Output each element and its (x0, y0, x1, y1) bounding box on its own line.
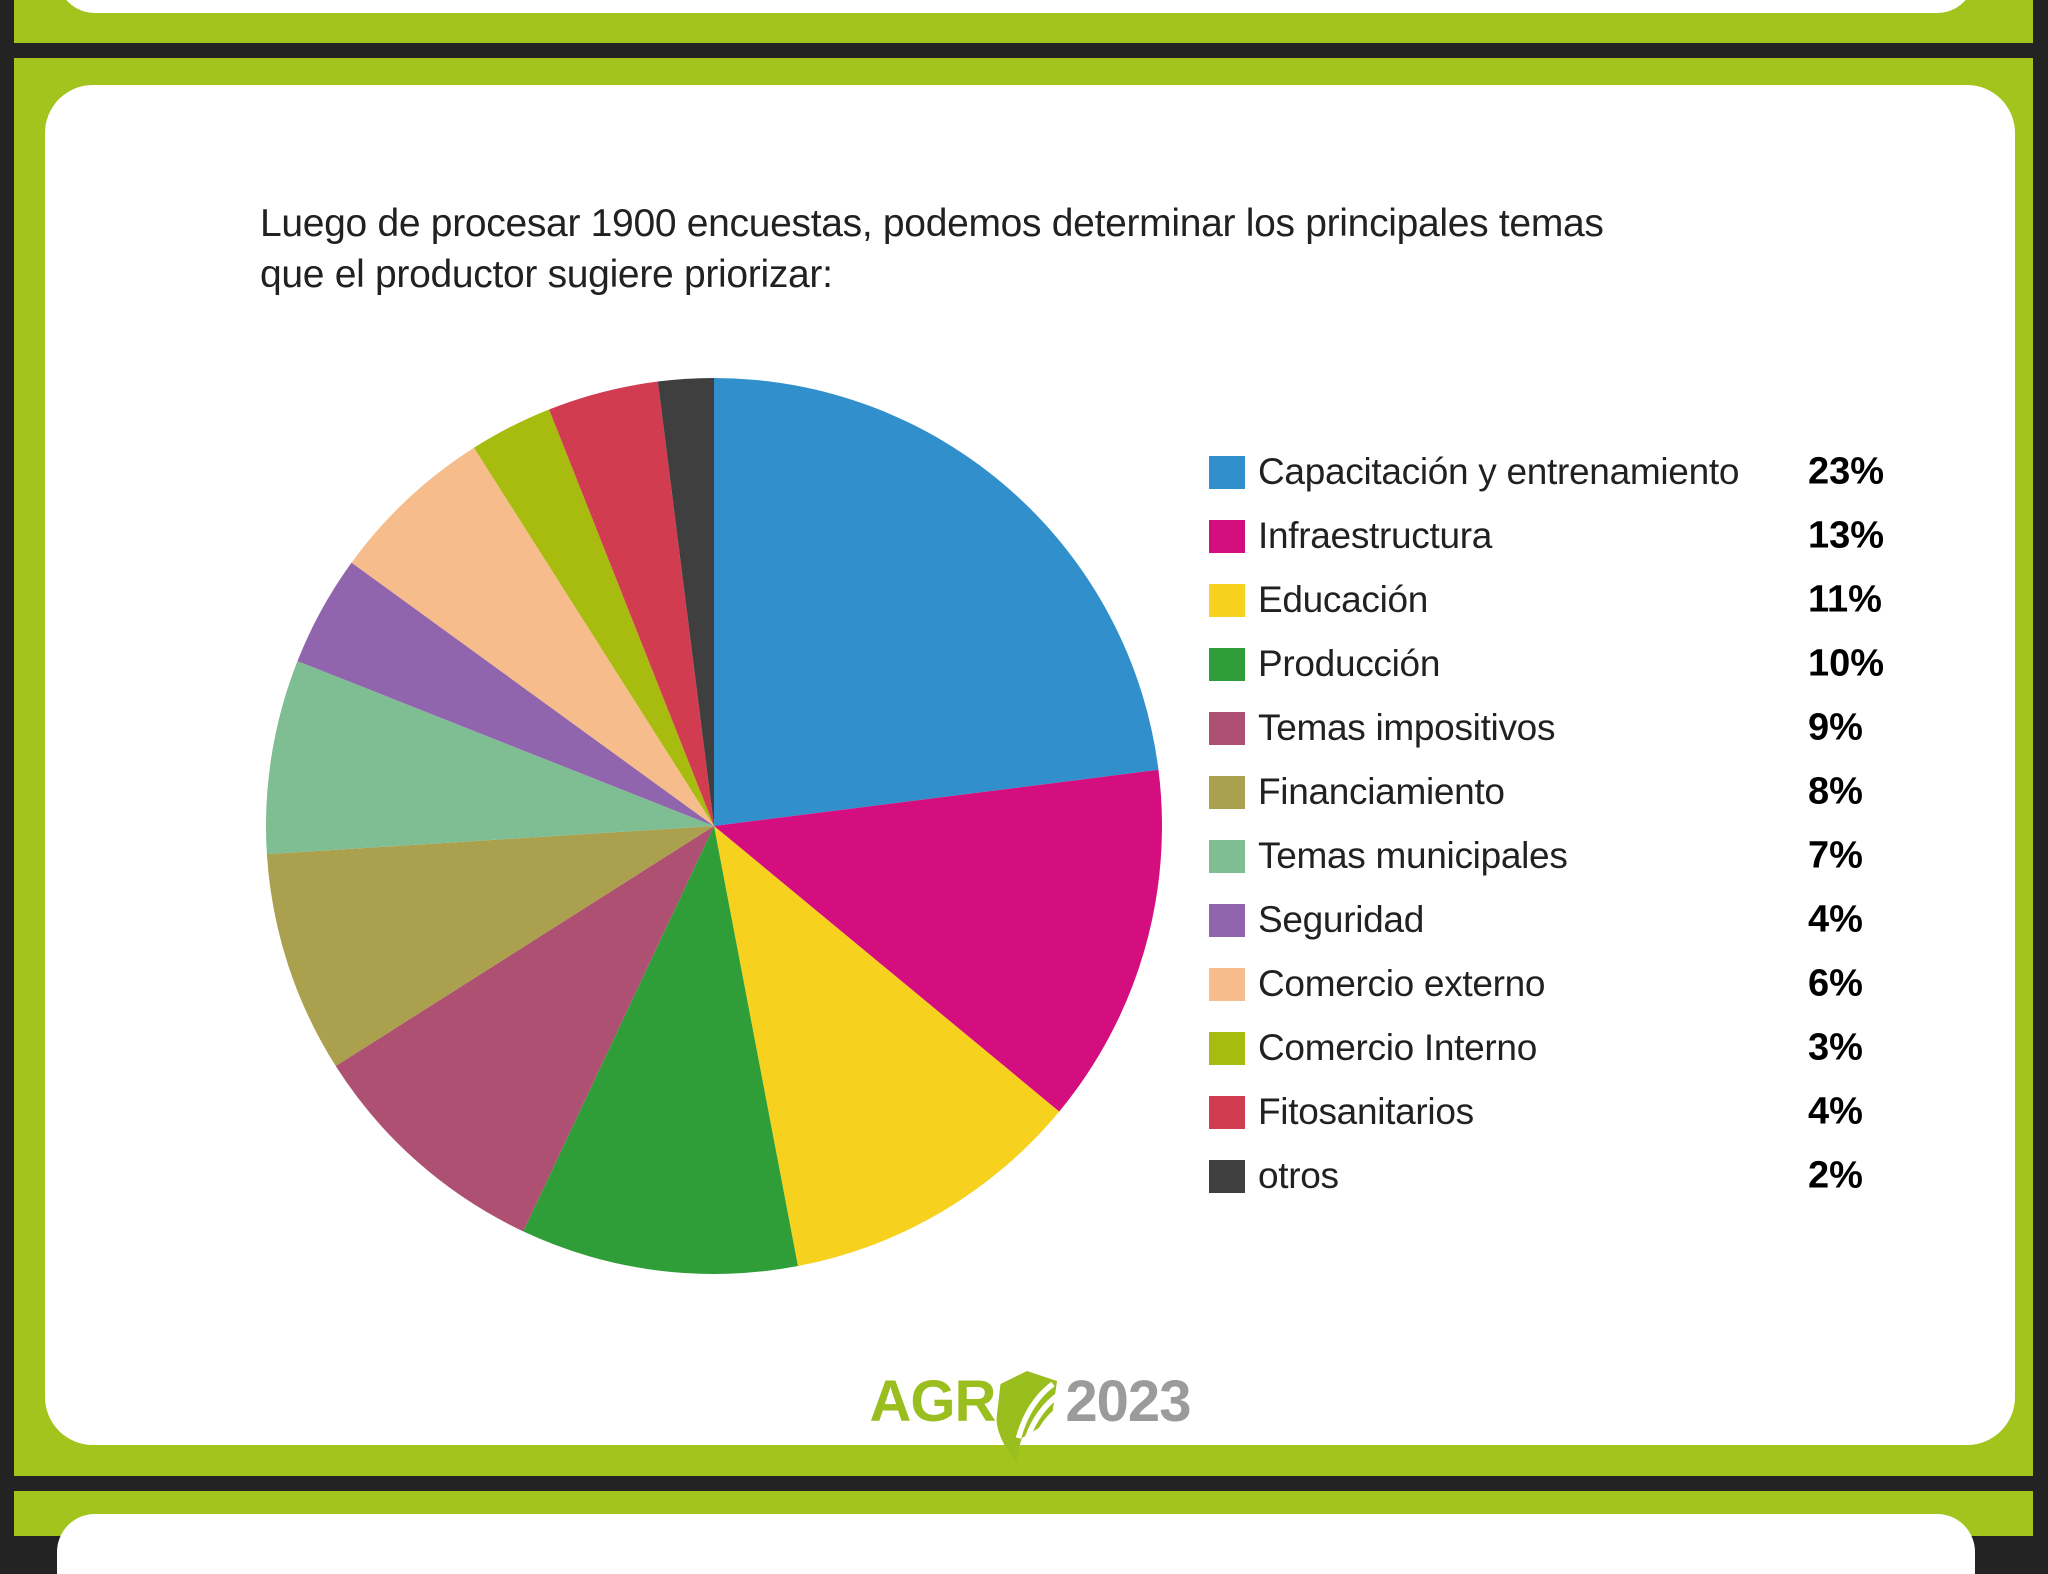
legend-label: Capacitación y entrenamiento (1258, 451, 1740, 492)
pie-slice-educacion (714, 826, 1060, 1267)
legend-label: otros (1258, 1155, 1339, 1196)
legend-row-financiamiento: Financiamiento 8% (1209, 760, 2009, 824)
legend-label: Temas municipales (1258, 835, 1568, 876)
legend-row-comercio-externo: Comercio externo 6% (1209, 952, 2009, 1016)
legend-swatch-temas-impositivos (1209, 711, 1245, 745)
slide-card: Luego de procesar 1900 encuestas, podemo… (45, 85, 2015, 1462)
pie-slice-seguridad (297, 562, 714, 826)
legend-value: 3% (1808, 1026, 1863, 1069)
legend-swatch-seguridad (1209, 903, 1245, 937)
legend-row-capacitacion-y-entrenamiento: Capacitación y entrenamiento 23% (1209, 440, 2009, 504)
legend-row-seguridad: Seguridad 4% (1209, 888, 2009, 952)
pie-slice-infraestructura (714, 769, 1163, 1112)
legend-value: 2% (1808, 1154, 1863, 1197)
legend-value: 9% (1808, 706, 1863, 749)
legend-row-educacion: Educación 11% (1209, 568, 2009, 632)
pie-slice-comercio-interno (473, 409, 714, 826)
legend-value: 7% (1808, 834, 1863, 877)
legend-swatch-capacitacion-y-entrenamiento (1209, 455, 1245, 489)
legend-row-infraestructura: Infraestructura 13% (1209, 504, 2009, 568)
separator-band-top (0, 43, 2048, 58)
legend-label: Comercio Interno (1258, 1027, 1537, 1068)
legend-value: 11% (1808, 578, 1882, 621)
legend-value: 13% (1808, 514, 1885, 557)
legend-value: 6% (1808, 962, 1863, 1005)
legend-label: Producción (1258, 643, 1441, 684)
legend: Capacitación y entrenamiento 23% Infraestr… (1209, 440, 2009, 1208)
pie-slice-produccion (523, 826, 798, 1274)
logo-text-2023: 2023 (1065, 1369, 1191, 1434)
pie-chart-area (265, 378, 1163, 1274)
legend-swatch-financiamiento (1209, 775, 1245, 809)
pie-slice-fitosanitarios (549, 381, 714, 826)
title-line-1: Luego de procesar 1900 encuestas, podemo… (260, 202, 1604, 245)
pie-slice-temas-impositivos (335, 826, 714, 1232)
legend-swatch-comercio-interno (1209, 1031, 1245, 1065)
logo-field-furrows-icon (996, 1371, 1061, 1462)
slide-title: Luego de procesar 1900 encuestas, podemo… (260, 198, 1604, 300)
legend-label: Infraestructura (1258, 515, 1493, 556)
pie-slice-financiamiento (266, 826, 714, 1067)
agro-2023-logo: AGR 2023 (45, 1337, 2015, 1467)
legend-swatch-fitosanitarios (1209, 1095, 1245, 1129)
pie-slice-capacitacion-y-entrenamiento (714, 378, 1159, 826)
pie-slice-otros (657, 378, 714, 826)
legend-label: Seguridad (1258, 899, 1424, 940)
previous-slide-edge (57, 0, 1975, 13)
pie-chart (265, 378, 1163, 1274)
legend-swatch-otros (1209, 1159, 1245, 1193)
legend-swatch-infraestructura (1209, 519, 1245, 553)
legend-label: Comercio externo (1258, 963, 1546, 1004)
legend-value: 10% (1808, 642, 1885, 685)
next-slide-edge (57, 1514, 1975, 1574)
legend-row-fitosanitarios: Fitosanitarios 4% (1209, 1080, 2009, 1144)
legend-value: 23% (1808, 450, 1885, 493)
legend-value: 8% (1808, 770, 1863, 813)
legend-row-otros: otros 2% (1209, 1144, 2009, 1208)
legend-value: 4% (1808, 898, 1863, 941)
pie-slice-comercio-externo (351, 447, 714, 826)
legend-row-comercio-interno: Comercio Interno 3% (1209, 1016, 2009, 1080)
logo-text-agro: AGR (869, 1369, 997, 1434)
pie-slice-temas-municipales (265, 661, 714, 855)
title-line-2: que el productor sugiere priorizar: (260, 253, 833, 296)
legend-value: 4% (1808, 1090, 1863, 1133)
separator-band-bottom (0, 1476, 2048, 1491)
legend-label: Temas impositivos (1258, 707, 1556, 748)
legend-row-temas-municipales: Temas municipales 7% (1209, 824, 2009, 888)
legend-row-temas-impositivos: Temas impositivos 9% (1209, 696, 2009, 760)
legend-label: Financiamiento (1258, 771, 1505, 812)
legend-swatch-temas-municipales (1209, 839, 1245, 873)
legend-label: Fitosanitarios (1258, 1091, 1474, 1132)
legend-row-produccion: Producción 10% (1209, 632, 2009, 696)
legend-swatch-comercio-externo (1209, 967, 1245, 1001)
legend-swatch-produccion (1209, 647, 1245, 681)
legend-swatch-educacion (1209, 583, 1245, 617)
legend-label: Educación (1258, 579, 1429, 620)
